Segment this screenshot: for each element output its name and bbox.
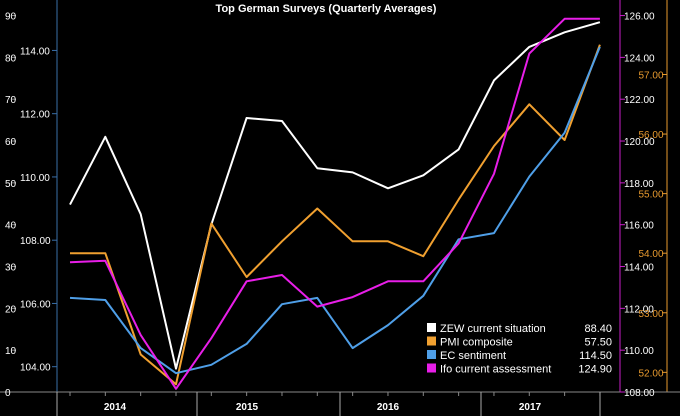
legend-box: [421, 318, 616, 378]
ec-tick-label: 110.00: [624, 346, 654, 357]
series-line-zew-current-situation: [69, 21, 601, 370]
zew-tick-label: 50: [5, 179, 17, 190]
pmi-tick-label: 57.00: [638, 70, 663, 81]
ec-tick-label: 126.00: [624, 12, 655, 23]
legend-series-value: 88.40: [584, 323, 612, 335]
pmi-tick-label: 54.00: [638, 249, 663, 260]
legend-series-value: 124.90: [578, 364, 612, 376]
zew-tick-label: 10: [5, 346, 17, 357]
ifo-tick-label: 112.00: [20, 110, 50, 121]
pmi-tick-label: 52.00: [638, 368, 663, 379]
zew-tick-label: 60: [5, 137, 17, 148]
ec-tick-label: 112.00: [624, 304, 654, 315]
ifo-tick-label: 104.00: [20, 363, 51, 374]
legend-series-name: PMI composite: [440, 337, 513, 349]
pmi-tick-label: 56.00: [638, 130, 663, 141]
legend-series-value: 114.50: [579, 350, 612, 362]
ifo-tick-label: 110.00: [20, 173, 50, 184]
x-year-label: 2017: [519, 402, 542, 413]
legend-series-name: EC sentiment: [440, 350, 506, 362]
ec-tick-label: 114.00: [624, 263, 654, 274]
legend-swatch: [427, 363, 436, 373]
x-year-label: 2014: [104, 402, 127, 413]
pmi-tick-label: 55.00: [638, 190, 663, 201]
legend-series-name: ZEW current situation: [440, 323, 546, 335]
legend-swatch: [427, 350, 436, 359]
zew-tick-label: 90: [5, 12, 17, 23]
ifo-tick-label: 108.00: [20, 236, 51, 247]
ec-tick-label: 118.00: [624, 179, 654, 190]
pmi-tick-label: 53.00: [638, 309, 663, 320]
ifo-tick-label: 114.00: [20, 46, 50, 57]
series-line-ifo-current-assessment: [69, 17, 600, 390]
legend-series-name: Ifo current assessment: [440, 364, 551, 376]
zew-tick-label: 70: [5, 95, 17, 106]
zew-tick-label: 0: [5, 388, 11, 399]
ifo-tick-label: 106.00: [20, 299, 51, 310]
ec-tick-label: 124.00: [624, 53, 655, 64]
ec-tick-label: 122.00: [624, 95, 655, 106]
zew-tick-label: 80: [5, 53, 17, 64]
series-line-pmi-composite: [70, 44, 601, 386]
legend-swatch: [427, 336, 436, 346]
zew-tick-label: 30: [5, 263, 17, 274]
legend-series-value: 57.50: [584, 337, 612, 349]
legend-swatch: [427, 323, 436, 332]
zew-tick-label: 40: [5, 221, 17, 232]
chart-title: Top German Surveys (Quarterly Averages): [216, 3, 437, 15]
legend: ZEW current situation 88.40 PMI composite 5…: [421, 318, 616, 378]
x-year-label: 2016: [377, 402, 400, 413]
ec-tick-label: 116.00: [624, 221, 654, 232]
zew-tick-label: 20: [5, 304, 17, 315]
series-lines: [69, 17, 601, 390]
ec-tick-label: 108.00: [624, 388, 655, 399]
ec-tick-label: 120.00: [624, 137, 655, 148]
x-year-label: 2015: [236, 402, 259, 413]
